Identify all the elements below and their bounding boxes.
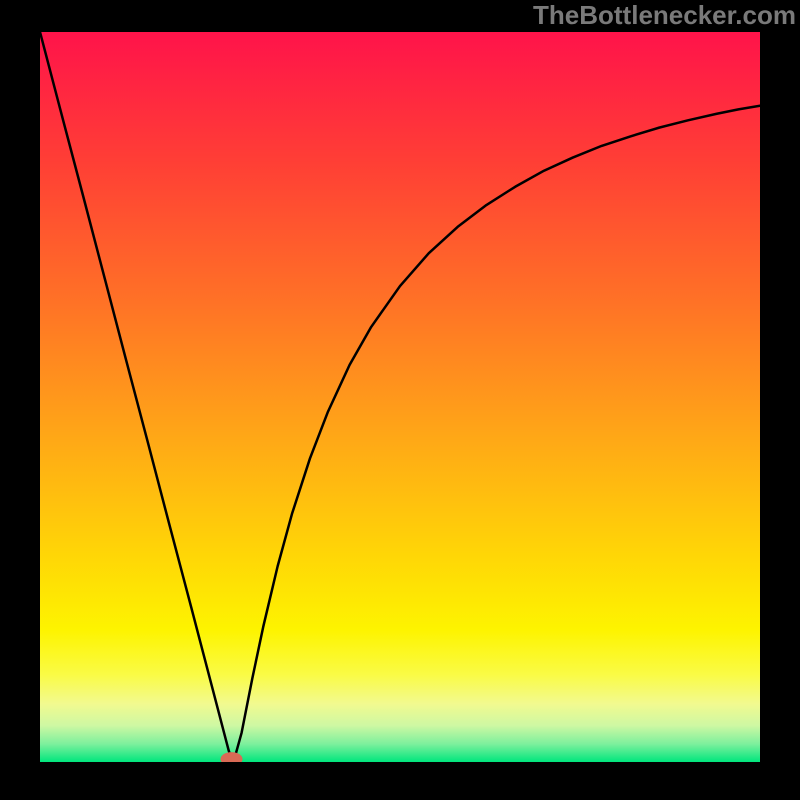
attribution-text: TheBottlenecker.com: [533, 0, 796, 31]
plot-svg: [40, 32, 760, 762]
chart-frame: TheBottlenecker.com: [0, 0, 800, 800]
gradient-background: [40, 32, 760, 762]
plot-area: [40, 32, 760, 762]
